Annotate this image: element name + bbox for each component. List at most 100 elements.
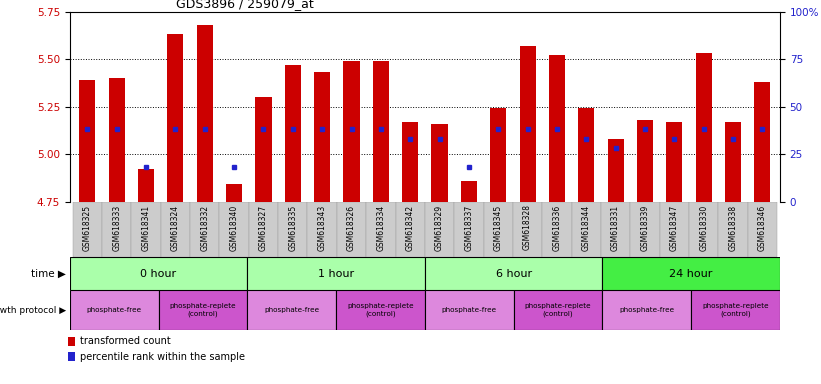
- Text: 24 hour: 24 hour: [669, 268, 713, 279]
- Bar: [691, 290, 780, 330]
- Bar: [343, 61, 360, 202]
- Bar: [190, 202, 219, 257]
- Bar: [366, 202, 396, 257]
- Text: GSM618330: GSM618330: [699, 204, 709, 251]
- Bar: [514, 290, 603, 330]
- Bar: [461, 181, 477, 202]
- Bar: [67, 352, 76, 361]
- Bar: [336, 290, 425, 330]
- Text: GSM618347: GSM618347: [670, 204, 679, 251]
- Bar: [637, 120, 653, 202]
- Text: GSM618333: GSM618333: [112, 204, 122, 251]
- Text: GSM618324: GSM618324: [171, 204, 180, 250]
- Text: percentile rank within the sample: percentile rank within the sample: [80, 352, 245, 362]
- Bar: [158, 290, 247, 330]
- Text: phosphate-free: phosphate-free: [264, 307, 319, 313]
- Bar: [425, 202, 454, 257]
- Bar: [659, 202, 689, 257]
- Bar: [73, 202, 102, 257]
- Bar: [131, 202, 161, 257]
- Text: growth protocol ▶: growth protocol ▶: [0, 306, 66, 314]
- Bar: [197, 25, 213, 202]
- Text: phosphate-replete
(control): phosphate-replete (control): [170, 303, 236, 317]
- Text: phosphate-free: phosphate-free: [619, 307, 674, 313]
- Bar: [571, 202, 601, 257]
- Bar: [695, 53, 712, 202]
- Bar: [484, 202, 513, 257]
- Bar: [425, 290, 514, 330]
- Text: GSM618336: GSM618336: [553, 204, 562, 251]
- Text: phosphate-replete
(control): phosphate-replete (control): [525, 303, 591, 317]
- Bar: [689, 202, 718, 257]
- Text: GSM618339: GSM618339: [640, 204, 649, 251]
- Text: GSM618331: GSM618331: [611, 204, 620, 250]
- Text: GSM618341: GSM618341: [141, 204, 150, 250]
- Text: GSM618340: GSM618340: [230, 204, 239, 251]
- Bar: [454, 202, 484, 257]
- Bar: [490, 108, 507, 202]
- Bar: [754, 82, 770, 202]
- Text: GSM618344: GSM618344: [582, 204, 591, 251]
- Text: GSM618345: GSM618345: [493, 204, 502, 251]
- Bar: [102, 202, 131, 257]
- Bar: [80, 80, 95, 202]
- Text: GSM618337: GSM618337: [465, 204, 474, 251]
- Bar: [308, 202, 337, 257]
- Text: phosphate-replete
(control): phosphate-replete (control): [347, 303, 414, 317]
- Bar: [373, 61, 389, 202]
- Text: 6 hour: 6 hour: [496, 268, 532, 279]
- Bar: [666, 122, 682, 202]
- Bar: [603, 257, 780, 290]
- Text: GSM618326: GSM618326: [347, 204, 356, 250]
- Bar: [314, 72, 330, 202]
- Bar: [285, 65, 300, 202]
- Text: GSM618332: GSM618332: [200, 204, 209, 250]
- Bar: [725, 122, 741, 202]
- Text: phosphate-free: phosphate-free: [86, 307, 142, 313]
- Text: GSM618343: GSM618343: [318, 204, 327, 251]
- Bar: [67, 337, 76, 346]
- Bar: [718, 202, 748, 257]
- Text: GSM618335: GSM618335: [288, 204, 297, 251]
- Bar: [748, 202, 777, 257]
- Bar: [278, 202, 308, 257]
- Bar: [219, 202, 249, 257]
- Text: 0 hour: 0 hour: [140, 268, 177, 279]
- Text: GSM618327: GSM618327: [259, 204, 268, 250]
- Text: time ▶: time ▶: [31, 268, 66, 279]
- Text: GSM618334: GSM618334: [376, 204, 385, 251]
- Bar: [549, 55, 565, 202]
- Bar: [138, 169, 154, 202]
- Bar: [402, 122, 418, 202]
- Text: phosphate-replete
(control): phosphate-replete (control): [702, 303, 769, 317]
- Bar: [247, 257, 425, 290]
- Text: 1 hour: 1 hour: [318, 268, 354, 279]
- Bar: [520, 46, 535, 202]
- Bar: [161, 202, 190, 257]
- Bar: [226, 184, 242, 202]
- Bar: [603, 290, 691, 330]
- Bar: [167, 34, 184, 202]
- Bar: [425, 257, 603, 290]
- Bar: [108, 78, 125, 202]
- Text: GDS3896 / 259079_at: GDS3896 / 259079_at: [177, 0, 314, 10]
- Bar: [432, 124, 447, 202]
- Bar: [70, 290, 158, 330]
- Bar: [255, 97, 272, 202]
- Bar: [396, 202, 425, 257]
- Text: GSM618328: GSM618328: [523, 204, 532, 250]
- Text: GSM618325: GSM618325: [83, 204, 92, 250]
- Bar: [542, 202, 571, 257]
- Bar: [337, 202, 366, 257]
- Bar: [247, 290, 336, 330]
- Bar: [249, 202, 278, 257]
- Text: GSM618329: GSM618329: [435, 204, 444, 250]
- Bar: [608, 139, 624, 202]
- Text: GSM618338: GSM618338: [728, 204, 737, 250]
- Bar: [631, 202, 659, 257]
- Bar: [513, 202, 542, 257]
- Text: GSM618342: GSM618342: [406, 204, 415, 250]
- Text: transformed count: transformed count: [80, 336, 171, 346]
- Bar: [601, 202, 631, 257]
- Bar: [578, 108, 594, 202]
